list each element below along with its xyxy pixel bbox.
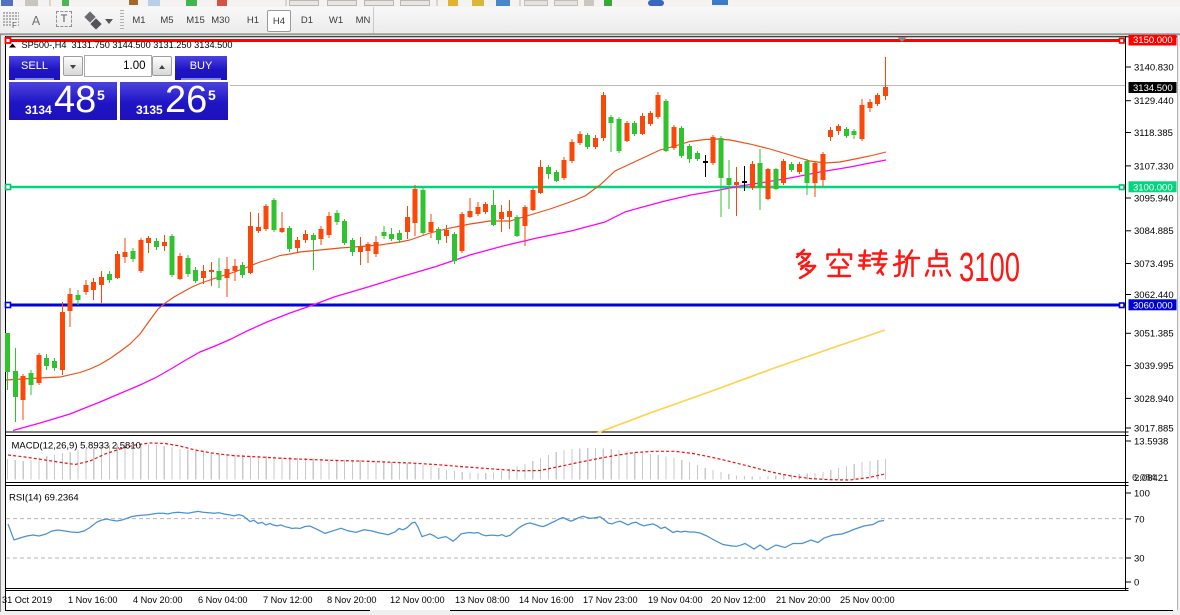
svg-text:70: 70: [1134, 514, 1145, 525]
svg-text:17 Nov 23:00: 17 Nov 23:00: [583, 595, 638, 605]
svg-text:13 Nov 08:00: 13 Nov 08:00: [455, 595, 510, 605]
svg-text:3150.000: 3150.000: [1133, 35, 1173, 46]
svg-text:20 Nov 12:00: 20 Nov 12:00: [711, 595, 766, 605]
svg-text:3129.440: 3129.440: [1134, 96, 1174, 107]
svg-text:3039.995: 3039.995: [1134, 361, 1174, 372]
svg-text:21 Nov 20:00: 21 Nov 20:00: [776, 595, 831, 605]
svg-text:6.084: 6.084: [1132, 472, 1156, 483]
svg-text:3107.330: 3107.330: [1134, 161, 1174, 172]
svg-text:3028.940: 3028.940: [1134, 394, 1174, 405]
svg-text:6 Nov 04:00: 6 Nov 04:00: [198, 595, 248, 605]
svg-text:19 Nov 04:00: 19 Nov 04:00: [648, 595, 703, 605]
svg-text:25 Nov 00:00: 25 Nov 00:00: [840, 595, 895, 605]
svg-text:31 Oct 2019: 31 Oct 2019: [2, 595, 52, 605]
svg-text:3118.385: 3118.385: [1134, 128, 1173, 139]
svg-text:3073.495: 3073.495: [1134, 259, 1174, 270]
svg-text:3095.940: 3095.940: [1134, 193, 1174, 204]
svg-text:3017.885: 3017.885: [1134, 423, 1174, 434]
svg-text:3140.830: 3140.830: [1134, 62, 1174, 73]
svg-text:MACD(12,26,9) 5.8933 2.5810: MACD(12,26,9) 5.8933 2.5810: [12, 441, 141, 452]
svg-text:7 Nov 12:00: 7 Nov 12:00: [263, 595, 313, 605]
svg-text:12 Nov 00:00: 12 Nov 00:00: [390, 595, 445, 605]
svg-text:14 Nov 16:00: 14 Nov 16:00: [519, 595, 574, 605]
svg-text:2.08421: 2.08421: [1134, 473, 1168, 484]
svg-text:RSI(14) 69.2364: RSI(14) 69.2364: [9, 493, 79, 504]
svg-text:100: 100: [1134, 488, 1150, 499]
svg-text:3134.500: 3134.500: [1133, 83, 1173, 94]
svg-text:4 Nov 20:00: 4 Nov 20:00: [133, 595, 183, 605]
svg-text:13.5938: 13.5938: [1134, 436, 1168, 447]
svg-text:SP500-,H4 3131.750 3144.500 3: SP500-,H4 3131.750 3144.500 3131.250 313…: [22, 40, 233, 50]
svg-text:0: 0: [1134, 577, 1139, 588]
svg-text:3062.440: 3062.440: [1134, 290, 1174, 301]
svg-text:1 Nov 16:00: 1 Nov 16:00: [68, 595, 118, 605]
svg-text:3060.000: 3060.000: [1133, 300, 1173, 311]
svg-text:8 Nov 20:00: 8 Nov 20:00: [327, 595, 377, 605]
svg-text:3051.385: 3051.385: [1134, 329, 1174, 340]
svg-text:30: 30: [1134, 553, 1145, 564]
svg-text:3084.885: 3084.885: [1134, 226, 1174, 237]
svg-text:3100.000: 3100.000: [1133, 182, 1173, 193]
svg-text:3100: 3100: [959, 245, 1020, 291]
